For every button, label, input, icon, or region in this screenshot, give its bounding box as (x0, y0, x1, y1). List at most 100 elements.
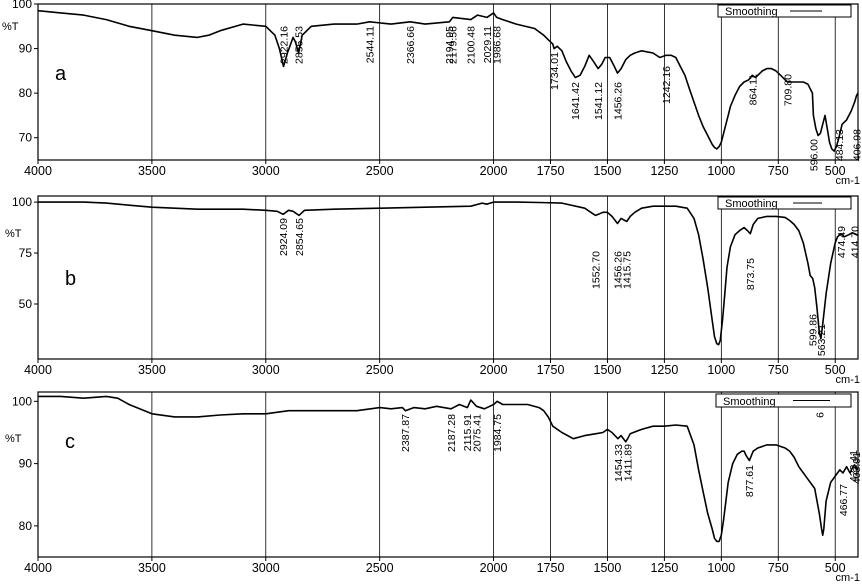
x-tick-label: 1750 (537, 164, 565, 178)
x-tick-label: 1000 (707, 561, 735, 575)
legend-box (717, 196, 852, 210)
peak-annotation: 1541.12 (593, 82, 605, 120)
plot-frame (37, 195, 859, 360)
peak-annotation: 2544.11 (365, 26, 377, 63)
y-tick-label: 90 (19, 457, 33, 471)
peak-annotation: 1454.33 (613, 444, 625, 482)
y-axis-label: %T (5, 433, 22, 445)
peak-annotation: 474.49 (836, 226, 848, 258)
peak-annotation: 599.86 (808, 314, 820, 346)
peak-annotation: 1456.26 (612, 251, 624, 289)
panel-label: b (65, 268, 76, 290)
peak-annotation: 2922.16 (279, 26, 291, 64)
y-tick-label: 80 (19, 86, 33, 100)
peak-annotation: 1552.70 (590, 251, 602, 289)
x-tick-label: 500 (825, 561, 846, 575)
peak-annotation: 2075.41 (471, 414, 483, 452)
y-tick-label: 100 (12, 394, 32, 408)
chart-panel-a: 70 80 90 100 4000 3500 3000 2500 2000 1750 1500 125… (2, 0, 862, 187)
peak-annotation: 1242.16 (661, 66, 673, 104)
x-tick-label: 1250 (650, 561, 678, 575)
x-tick-label: 1750 (537, 561, 565, 575)
peak-annotation: 596.00 (808, 139, 820, 171)
x-tick-label: 1000 (707, 363, 735, 377)
x-tick-label: 2000 (480, 164, 508, 178)
x-axis-label: cm-1 (836, 572, 860, 584)
x-tick-label: 2000 (480, 561, 508, 575)
peak-annotation: 1734.01 (549, 52, 561, 90)
x-tick-label: 500 (825, 164, 846, 178)
x-tick-label: 750 (768, 164, 789, 178)
peak-annotation: 2029.11 (482, 26, 494, 63)
x-tick-label: 2000 (480, 363, 508, 377)
legend-label: Smoothing (723, 396, 776, 408)
x-tick-label: 1250 (650, 164, 678, 178)
x-tick-label: 3000 (252, 363, 280, 377)
peak-annotation: 877.61 (744, 465, 756, 497)
y-tick-label: 100 (12, 0, 32, 11)
x-tick-label: 1500 (594, 363, 622, 377)
chart-panel-c: 80 90 100 4000 3500 3000 2500 2000 1750 1500 1250 1… (5, 391, 862, 584)
peak-annotation: 1986.68 (492, 26, 504, 64)
peak-annotation: 2194.95 (444, 26, 456, 64)
x-axis-label: cm-1 (836, 175, 860, 187)
peak-annotation: 406.98 (851, 129, 862, 161)
x-tick-label: 2500 (366, 561, 394, 575)
series-line (38, 395, 859, 543)
x-tick-label: 1000 (707, 164, 735, 178)
x-tick-label: 1750 (537, 363, 565, 377)
x-tick-label: 750 (768, 561, 789, 575)
plot-frame (37, 3, 859, 161)
series-line (38, 201, 859, 346)
x-tick-label: 2500 (366, 164, 394, 178)
peak-annotation: 484.13 (834, 129, 846, 161)
peak-annotation: 2100.48 (466, 26, 478, 64)
series-line (37, 9, 859, 152)
x-tick-label: 3500 (138, 363, 166, 377)
panel-label: c (65, 431, 75, 453)
legend-label: Smoothing (725, 6, 778, 18)
legend-box (717, 4, 852, 18)
x-tick-label: 1500 (594, 561, 622, 575)
x-tick-label: 3500 (138, 164, 166, 178)
peak-annotation: 1984.75 (492, 414, 504, 452)
peak-annotation: 6 (814, 412, 826, 418)
chart-panel-b: 50 75 100 4000 3500 3000 2500 2000 1750 1500 1250 1… (5, 195, 862, 386)
plot-frame (37, 391, 859, 558)
peak-annotation: 1641.42 (570, 82, 582, 120)
peak-annotation: 2179.56 (448, 26, 460, 64)
peak-annotation: 1456.26 (612, 82, 624, 120)
peak-annotation: 2854.65 (294, 218, 306, 256)
y-axis-label: %T (2, 21, 19, 33)
y-tick-label: 50 (19, 297, 33, 311)
peak-annotation: 2366.66 (405, 26, 417, 64)
x-tick-label: 3000 (252, 561, 280, 575)
y-tick-label: 90 (19, 42, 33, 56)
peak-annotation: 2387.87 (400, 414, 412, 452)
panel-label: a (55, 63, 67, 85)
peak-annotation: 1411.89 (623, 444, 635, 481)
y-axis-label: %T (5, 228, 22, 240)
x-axis-label: cm-1 (836, 374, 860, 386)
peak-annotation: 2924.09 (278, 218, 290, 256)
x-tick-label: 4000 (24, 561, 52, 575)
peak-annotation: 422.41 (848, 450, 860, 482)
x-tick-label: 2500 (366, 363, 394, 377)
x-tick-label: 3500 (138, 561, 166, 575)
x-tick-label: 1500 (594, 164, 622, 178)
peak-annotation: 1415.75 (622, 251, 634, 289)
y-tick-label: 75 (19, 246, 33, 260)
y-tick-label: 100 (12, 195, 32, 209)
peak-annotation: 864.11 (747, 74, 759, 105)
x-tick-label: 4000 (24, 363, 52, 377)
peak-annotation: 709.80 (782, 74, 794, 106)
peak-annotation: 408.91 (851, 452, 862, 484)
x-tick-label: 1250 (650, 363, 678, 377)
x-tick-label: 3000 (252, 164, 280, 178)
peak-annotation: 2187.28 (446, 414, 458, 452)
legend-label: Smoothing (725, 198, 778, 210)
x-tick-label: 4000 (24, 164, 52, 178)
peak-annotation: 563.21 (816, 324, 828, 356)
y-tick-label: 80 (19, 519, 33, 533)
